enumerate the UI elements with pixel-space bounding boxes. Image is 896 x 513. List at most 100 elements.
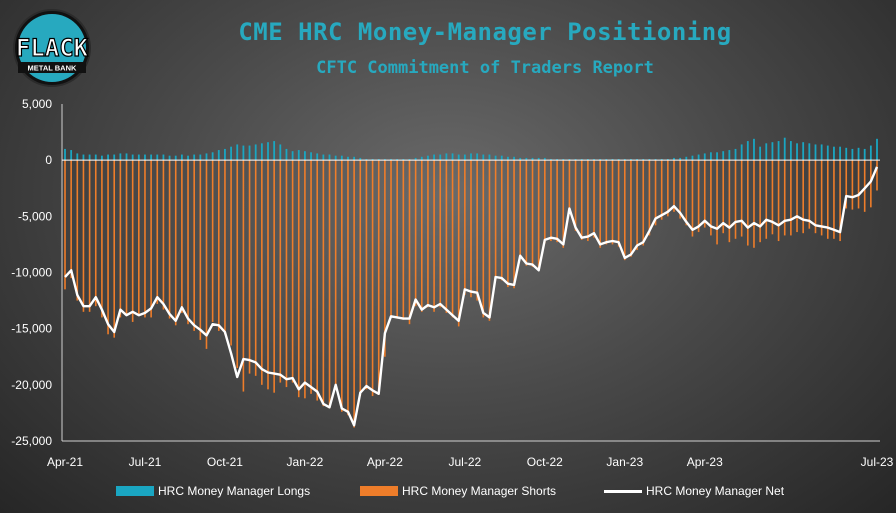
longs-bar (599, 159, 602, 161)
longs-bar (482, 154, 485, 161)
longs-bar (753, 138, 755, 161)
longs-bar (531, 157, 534, 161)
longs-bar (833, 146, 835, 161)
longs-bar (125, 153, 128, 161)
x-tick-label: Jul-21 (129, 455, 162, 469)
longs-bar (180, 154, 183, 161)
longs-bar (119, 153, 122, 161)
shorts-bar (445, 160, 448, 313)
shorts-bar (820, 160, 823, 236)
longs-bar (685, 156, 688, 161)
legend-net-swatch (604, 489, 642, 493)
shorts-bar (562, 160, 565, 248)
longs-bar (851, 148, 854, 161)
y-tick-label: -15,000 (11, 322, 52, 336)
shorts-bar (131, 160, 134, 322)
longs-bar (703, 153, 706, 161)
shorts-bar (476, 160, 478, 301)
shorts-bar (716, 160, 718, 245)
shorts-bar (162, 160, 165, 310)
shorts-bar (94, 160, 97, 307)
longs-bar (568, 159, 571, 161)
longs-bar (470, 153, 472, 161)
shorts-bar (617, 160, 620, 247)
shorts-bar (384, 160, 386, 357)
shorts-bar (242, 160, 245, 392)
longs-bar (279, 144, 282, 161)
longs-bar (297, 150, 300, 161)
shorts-bar (64, 160, 66, 290)
shorts-bar (144, 160, 146, 318)
shorts-bar (556, 160, 558, 243)
shorts-bar (359, 160, 362, 397)
longs-bar (820, 144, 823, 161)
shorts-bar (396, 160, 398, 319)
shorts-bar (150, 160, 152, 318)
shorts-bar (513, 160, 515, 289)
shorts-bar (851, 160, 854, 210)
shorts-bar (365, 160, 368, 390)
longs-bar (537, 157, 540, 161)
y-tick-label: -10,000 (11, 266, 52, 280)
shorts-bar (261, 160, 263, 385)
shorts-bar (82, 160, 85, 312)
shorts-bar (857, 160, 860, 209)
longs-bar (82, 154, 85, 161)
shorts-bar (267, 160, 269, 390)
longs-bar (205, 153, 208, 161)
longs-bar (260, 143, 263, 161)
shorts-bar (593, 160, 595, 238)
shorts-bar (734, 160, 737, 239)
longs-bar (451, 153, 454, 161)
shorts-bar (654, 160, 657, 226)
longs-bar (519, 157, 522, 161)
longs-bar (494, 155, 497, 161)
longs-bar (802, 142, 805, 161)
longs-bar (814, 144, 817, 161)
longs-bar (728, 150, 731, 161)
longs-bar (267, 142, 269, 161)
shorts-bar (377, 160, 380, 395)
longs-bar (562, 159, 565, 161)
shorts-bar (685, 160, 688, 226)
shorts-bar (802, 160, 804, 234)
shorts-bar (611, 160, 614, 245)
longs-bar (648, 159, 651, 161)
longs-bar (285, 148, 288, 161)
logo-text: FLACK (16, 34, 89, 62)
shorts-bar (193, 160, 195, 331)
shorts-bar (187, 160, 189, 325)
legend-shorts: HRC Money Manager Shorts (360, 484, 556, 498)
longs-bar (697, 154, 700, 161)
shorts-bar (181, 160, 183, 313)
shorts-bar (531, 160, 534, 267)
longs-bar (543, 157, 546, 161)
longs-bar (137, 154, 140, 161)
longs-bar (273, 141, 276, 161)
legend-longs: HRC Money Manager Longs (116, 484, 310, 498)
longs-bar (673, 157, 675, 161)
shorts-bar (740, 160, 743, 237)
longs-bar (224, 148, 226, 161)
longs-bar (586, 159, 589, 161)
shorts-bar (839, 160, 841, 242)
shorts-bar (544, 160, 546, 244)
shorts-bar (353, 160, 355, 428)
shorts-bar (322, 160, 325, 407)
shorts-bar (291, 160, 294, 383)
shorts-bar (636, 160, 638, 251)
shorts-bar (642, 160, 645, 246)
shorts-bar (722, 160, 725, 234)
longs-bar (863, 148, 866, 161)
legend-shorts-label: HRC Money Manager Shorts (402, 484, 557, 498)
shorts-bar (777, 160, 780, 242)
longs-bar (445, 153, 448, 161)
shorts-bar (371, 160, 374, 397)
longs-bar (783, 137, 786, 161)
longs-bar (377, 159, 380, 161)
longs-bar (869, 145, 872, 161)
longs-bar (168, 155, 171, 161)
longs-bar (236, 144, 239, 161)
longs-bar (94, 154, 97, 161)
shorts-bar (623, 160, 626, 261)
